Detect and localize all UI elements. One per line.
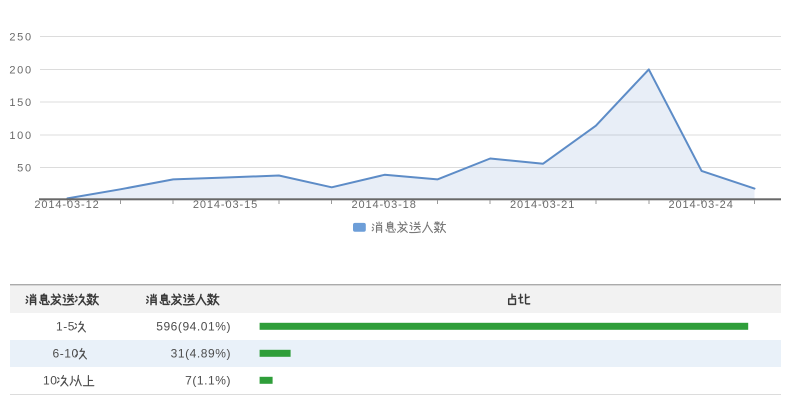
svg-text:2014-03-15: 2014-03-15 [193, 199, 258, 211]
svg-text:100: 100 [9, 130, 32, 142]
svg-text:200: 200 [9, 64, 32, 76]
svg-text:2014-03-24: 2014-03-24 [668, 199, 733, 211]
svg-text:2014-03-12: 2014-03-12 [34, 199, 99, 211]
svg-text:1-5: 1-5 [56, 320, 75, 334]
svg-text:2014-03-18: 2014-03-18 [351, 199, 416, 211]
svg-text:6-10: 6-10 [53, 347, 79, 361]
svg-text:250: 250 [9, 32, 32, 44]
svg-text:10: 10 [43, 374, 57, 388]
svg-text:596(94.01%): 596(94.01%) [156, 320, 231, 334]
svg-text:31(4.89%): 31(4.89%) [171, 347, 231, 361]
svg-text:2014-03-21: 2014-03-21 [510, 199, 575, 211]
svg-text:150: 150 [9, 97, 32, 109]
svg-text:50: 50 [17, 163, 33, 175]
svg-text:7(1.1%): 7(1.1%) [185, 374, 231, 388]
